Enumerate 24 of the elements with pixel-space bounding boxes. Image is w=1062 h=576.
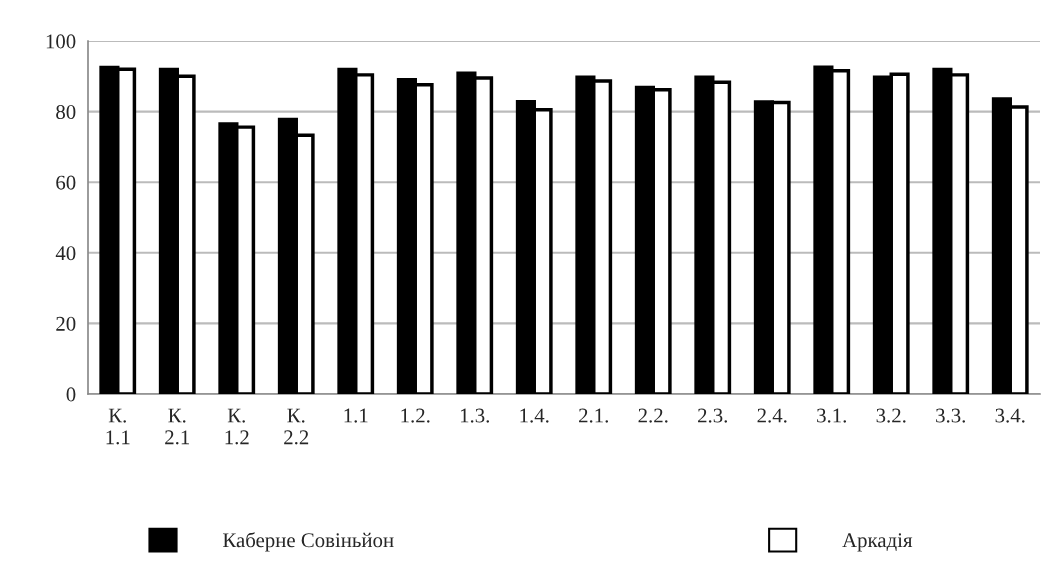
y-tick-label: 0 bbox=[66, 387, 76, 402]
x-tick-label: 1.1 bbox=[344, 408, 368, 423]
x-tick-label: 3.2. bbox=[876, 408, 906, 423]
x-tick-label: 2.2. bbox=[638, 408, 668, 423]
x-tick-label: К. 2.2 bbox=[284, 408, 309, 445]
x-tick-label: 2.4. bbox=[757, 408, 787, 423]
x-tick-label: К. 1.2 bbox=[225, 408, 249, 445]
x-tick-label: К. 2.1 bbox=[165, 408, 190, 445]
y-tick-label: 100 bbox=[46, 34, 76, 49]
x-tick-label: 3.3. bbox=[936, 408, 965, 423]
x-tick-label: 2.3. bbox=[698, 408, 727, 423]
x-tick-label: 3.4. bbox=[995, 408, 1025, 423]
x-tick-label: К. 1.1 bbox=[106, 408, 130, 445]
x-tick-label: 2.1. bbox=[579, 408, 608, 423]
legend-label: Аркадія bbox=[842, 533, 913, 552]
x-tick-label: 1.4. bbox=[520, 408, 549, 423]
x-tick-label: 1.3. bbox=[460, 408, 489, 423]
y-tick-label: 80 bbox=[56, 104, 76, 120]
x-tick-label: 1.2. bbox=[401, 408, 430, 423]
legend-label: Каберне Совіньйон bbox=[222, 532, 394, 552]
y-tick-label: 40 bbox=[55, 246, 76, 261]
y-tick-label: 20 bbox=[56, 316, 76, 331]
x-tick-label: 3.1. bbox=[817, 408, 846, 423]
y-tick-label: 60 bbox=[56, 175, 76, 190]
